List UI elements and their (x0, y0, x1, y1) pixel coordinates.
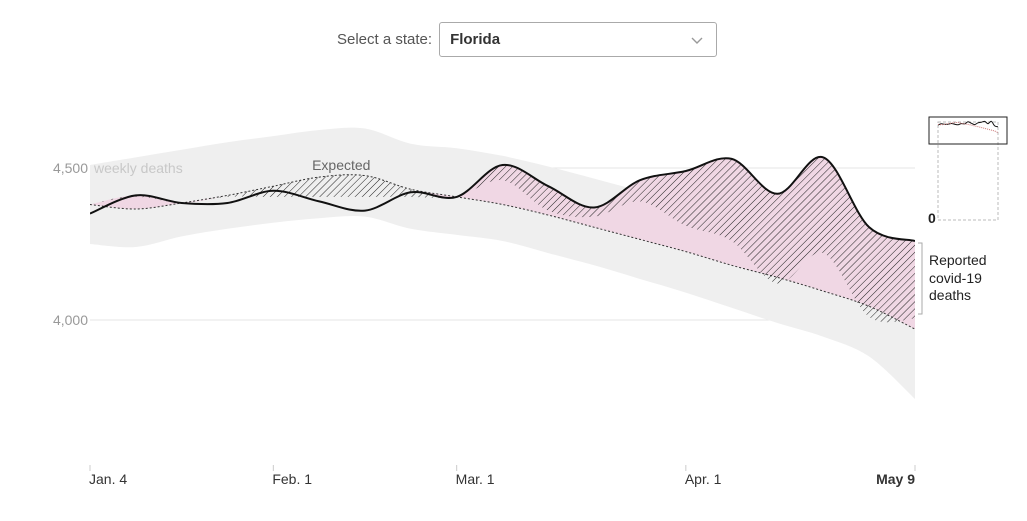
minimap-total-line (937, 120, 999, 128)
x-tick-label: May 9 (876, 471, 915, 487)
state-select-value: Florida (450, 31, 501, 48)
y-tick-label: 4,000 (53, 312, 88, 328)
reported-bracket (918, 242, 923, 315)
minimap-expected-line (937, 121, 999, 134)
minimap-frame (937, 121, 999, 221)
minimap (928, 116, 1008, 221)
reported-covid19-deaths-hatch (90, 156, 915, 323)
zero-label: 0 (928, 210, 936, 226)
chevron-down-icon (691, 37, 703, 44)
x-tick-label: Apr. 1 (685, 471, 722, 487)
x-tick-label: Jan. 4 (89, 471, 127, 487)
x-tick-label: Mar. 1 (456, 471, 495, 487)
total-deaths-line (90, 156, 915, 242)
state-selector-label: Select a state: (337, 31, 433, 48)
y-tick-label: 4,500 (53, 160, 88, 176)
y-axis-label: weekly deaths (93, 160, 183, 176)
state-select-dropdown[interactable]: Florida (439, 22, 718, 57)
expected-label: Expected (312, 157, 370, 173)
x-tick-label: Feb. 1 (272, 471, 312, 487)
state-selector: Select a state: Florida (337, 22, 718, 57)
minimap-viewport (928, 116, 1008, 145)
reported-covid19-deaths-label: Reported covid-19 deaths (929, 252, 987, 303)
